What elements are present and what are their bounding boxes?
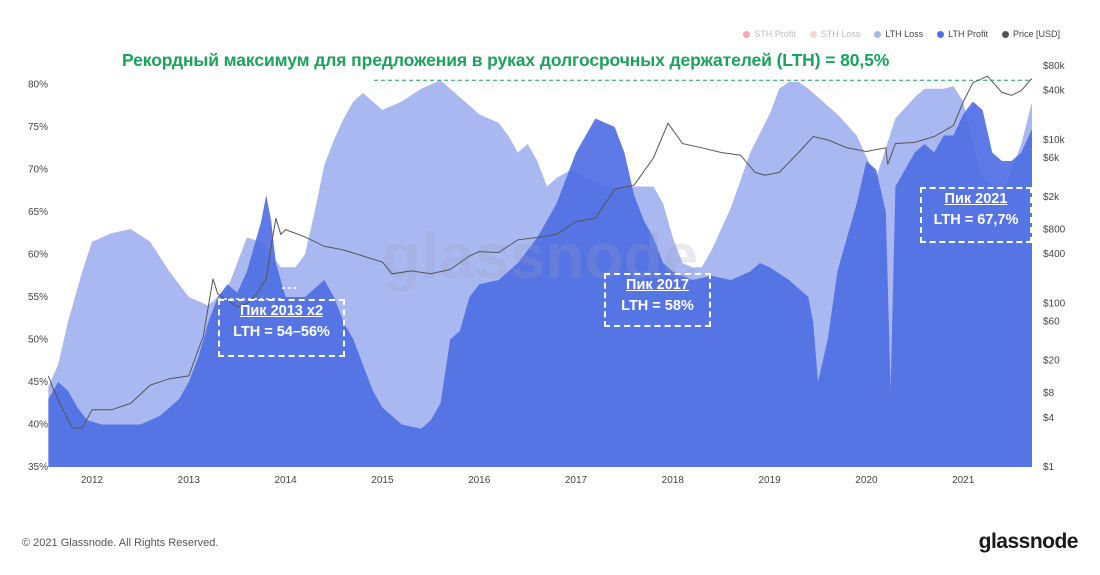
legend-swatch (743, 30, 751, 38)
series-price-line (47, 75, 1032, 429)
chart-card: glassnode 35% 40% 45% 50% 55% 60% 65% 70% 75% 80% $… (28, 29, 1066, 486)
x-tick-label: 2012 (81, 475, 104, 486)
y-right-tick-label: $400 (1043, 249, 1066, 260)
copyright-text: © 2021 Glassnode. All Rights Reserved. (22, 537, 219, 549)
chart-title: Рекордный максимум для предложения в рук… (122, 50, 890, 70)
legend-swatch (1001, 30, 1009, 38)
legend-label: LTH Profit (948, 29, 988, 39)
y-right-tick-label: $60 (1043, 317, 1060, 328)
y-left-tick-label: 40% (28, 420, 48, 431)
x-tick-label: 2020 (855, 475, 878, 486)
legend-label: STH Loss (820, 29, 861, 39)
y-right-tick-label: $2k (1043, 192, 1060, 203)
legend-item[interactable]: STH Loss (809, 29, 861, 39)
annotation-title: Пик 2017 (626, 277, 689, 293)
y-right-tick-label: $4 (1043, 413, 1055, 424)
annotation-title: Пик 2013 x2 (239, 303, 324, 319)
x-tick-label: 2015 (371, 475, 394, 486)
legend-label: STH Profit (754, 29, 796, 39)
legend-item[interactable]: STH Profit (743, 29, 796, 39)
y-left-tick-label: 60% (28, 250, 48, 261)
legend-label: LTH Loss (885, 29, 924, 39)
legend-label: Price [USD] (1012, 29, 1060, 39)
x-tick-label: 2017 (565, 475, 588, 486)
series-lth-profit-area (48, 101, 1032, 467)
y-right-tick-label: $800 (1043, 225, 1066, 236)
annotation-peak-2013: Пик 2013 x2 LTH = 54–56% (218, 299, 345, 357)
y-right-tick-label: $1 (1043, 462, 1055, 473)
watermark-text: glassnode (382, 220, 699, 292)
brand-logo: glassnode (978, 530, 1079, 553)
annotation-value: LTH = 58% (621, 298, 694, 314)
y-left-tick-label: 50% (28, 335, 48, 346)
legend-swatch (874, 30, 882, 38)
x-tick-label: 2013 (178, 475, 201, 486)
legend-swatch (937, 30, 945, 38)
y-left-tick-label: 55% (28, 292, 48, 303)
y-right-tick-label: $80k (1043, 61, 1066, 72)
y-left-tick-label: 45% (28, 377, 48, 388)
legend-item[interactable]: LTH Loss (874, 29, 923, 39)
y-right-tick-label: $8 (1043, 388, 1055, 399)
annotation-peak-2021: Пик 2021 LTH = 67,7% (920, 187, 1032, 243)
annotation-peak-2017: Пик 2017 LTH = 58% (604, 273, 711, 327)
y-right-tick-label: $10k (1043, 135, 1066, 146)
annotation-value: LTH = 67,7% (933, 212, 1019, 228)
x-tick-label: 2019 (758, 475, 781, 486)
y-left-tick-label: 80% (28, 80, 48, 91)
legend-item[interactable]: LTH Profit (937, 29, 988, 39)
y-right-tick-label: $100 (1043, 298, 1066, 309)
y-left-tick-label: 35% (28, 462, 48, 473)
x-tick-label: 2021 (952, 475, 975, 486)
y-left-tick-label: 65% (28, 207, 48, 218)
x-tick-label: 2016 (468, 475, 491, 486)
y-right-tick-label: $6k (1043, 153, 1060, 164)
y-left-tick-label: 70% (28, 165, 48, 176)
y-right-tick-label: $20 (1043, 356, 1060, 367)
chart-area: glassnode 35% 40% 45% 50% 55% 60% 65% 70% 75% 80% $… (28, 61, 1066, 486)
chart-legend: STH Profit STH Loss LTH Loss LTH Profit Pric… (743, 29, 1060, 39)
legend-item[interactable]: Price [USD] (1001, 29, 1060, 39)
annotation-title: Пик 2021 (944, 191, 1008, 207)
x-tick-label: 2018 (662, 475, 685, 486)
legend-swatch (809, 30, 817, 38)
y-right-tick-label: $40k (1043, 86, 1066, 97)
annotation-value: LTH = 54–56% (233, 324, 330, 340)
y-left-tick-label: 75% (28, 122, 48, 133)
x-tick-label: 2014 (274, 475, 297, 486)
